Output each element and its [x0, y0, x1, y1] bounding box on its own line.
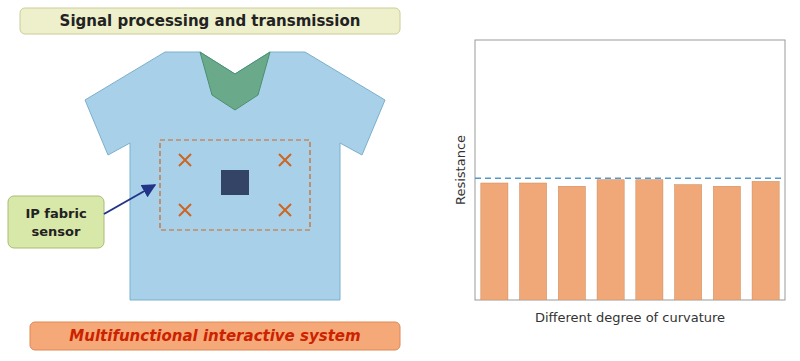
sensor-device — [221, 170, 249, 195]
bar — [520, 183, 547, 300]
x-axis-label: Different degree of curvature — [535, 310, 725, 325]
bar — [636, 180, 663, 300]
sensor-mark — [279, 154, 291, 166]
sensor-outline — [160, 140, 310, 230]
bar — [752, 181, 779, 300]
subtitle: Multifunctional interactive system — [69, 327, 360, 345]
shirt — [85, 52, 385, 300]
bar — [713, 186, 740, 300]
title-box — [20, 8, 400, 34]
figure: Signal processing and transmission IP fab… — [0, 0, 800, 361]
y-axis-label: Resistance — [453, 135, 468, 205]
annotation-box — [8, 196, 104, 248]
bar — [481, 183, 508, 300]
annotation-arrow — [104, 185, 155, 214]
reference-line — [475, 177, 785, 179]
sensor-mark — [279, 204, 291, 216]
plot-frame — [475, 40, 785, 300]
bar — [597, 180, 624, 300]
bar — [675, 185, 702, 300]
plot-area — [475, 178, 785, 300]
sensor-mark — [179, 204, 191, 216]
subtitle-box — [30, 322, 400, 350]
sensor-mark — [179, 154, 191, 166]
shirt-collar — [200, 52, 270, 110]
bar — [558, 186, 585, 300]
chart-container: Signal processing and transmission IP fab… — [0, 0, 800, 361]
annotation: IP fabric sensor — [25, 206, 86, 239]
annotation-line: IP fabric — [25, 206, 86, 221]
annotation-line: sensor — [32, 224, 81, 239]
title: Signal processing and transmission — [60, 12, 361, 30]
